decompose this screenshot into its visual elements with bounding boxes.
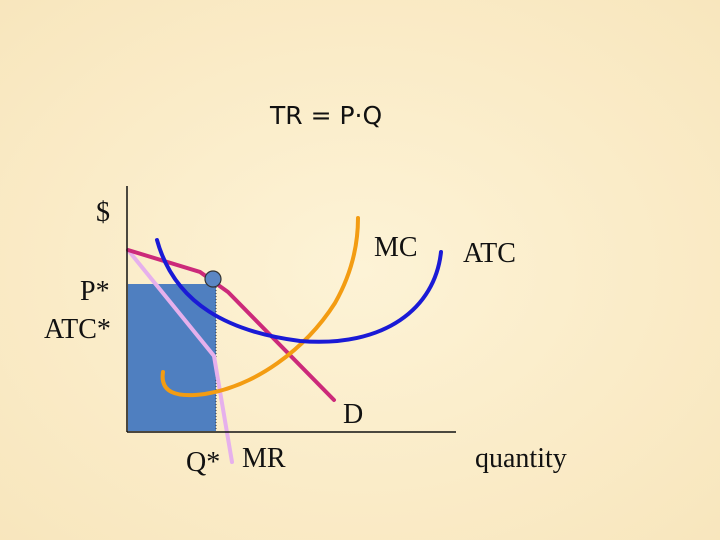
q-star-label: Q* (186, 447, 220, 478)
atc-curve (155, 238, 443, 344)
title-formula: TR = P·Q (269, 101, 382, 130)
atc-label: ATC (463, 238, 516, 269)
dollar-label: $ (96, 197, 110, 228)
mc-label: MC (374, 232, 418, 263)
quantity-label: quantity (475, 443, 567, 474)
profit-max-point (204, 270, 222, 288)
mr-curve (126, 248, 234, 464)
atc-star-label: ATC* (44, 314, 111, 345)
mr-label: MR (242, 443, 286, 474)
mc-curve (160, 216, 360, 398)
demand-label: D (343, 399, 363, 430)
p-star-label: P* (80, 276, 110, 307)
